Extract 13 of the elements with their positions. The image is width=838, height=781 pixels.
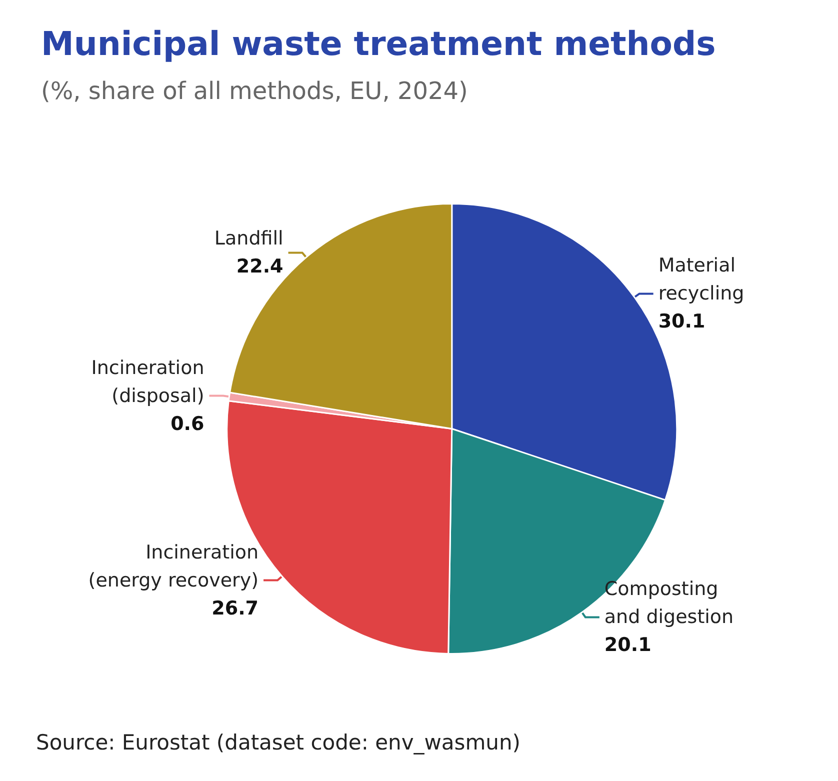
- chart-subtitle: (%, share of all methods, EU, 2024): [41, 77, 468, 105]
- slice-label: Material recycling: [658, 254, 744, 305]
- data-label: 20.1: [604, 634, 652, 656]
- slice-label: Incineration (disposal): [91, 356, 204, 407]
- slice-label: Composting and digestion: [604, 578, 734, 628]
- data-label: 22.4: [236, 256, 284, 278]
- source-note: Source: Eurostat (dataset code: env_wasmun): [36, 730, 520, 754]
- slice-label: Incineration (energy recovery): [88, 541, 259, 592]
- data-label: 0.6: [170, 412, 204, 435]
- slice-label: Landfill: [214, 228, 284, 250]
- data-label: 30.1: [658, 310, 706, 333]
- data-label: 26.7: [212, 597, 259, 620]
- chart-title: Municipal waste treatment methods: [41, 24, 716, 63]
